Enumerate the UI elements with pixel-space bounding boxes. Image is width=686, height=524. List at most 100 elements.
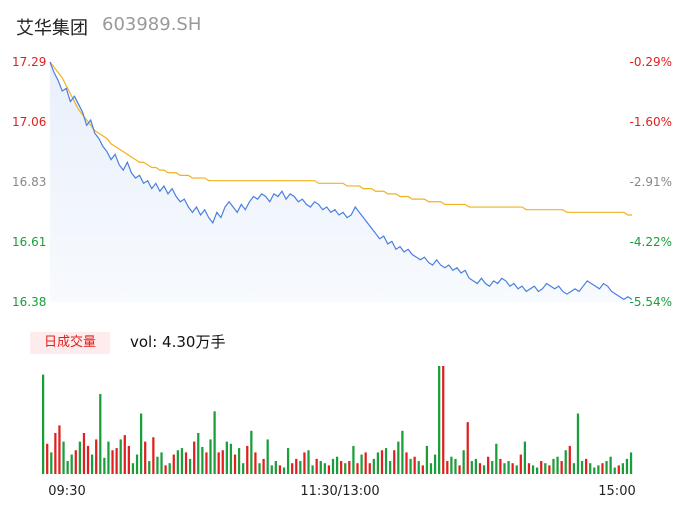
volume-bar: [405, 452, 408, 474]
volume-bar: [46, 443, 49, 474]
volume-bar: [82, 432, 86, 474]
volume-bar: [266, 439, 269, 474]
volume-bar: [205, 452, 208, 474]
volume-bar: [617, 465, 620, 474]
volume-bar: [78, 441, 81, 474]
y-tick-label-right: -5.54%: [630, 295, 672, 309]
volume-bar: [164, 465, 167, 474]
volume-bar: [560, 461, 563, 474]
volume-bar: [119, 439, 122, 474]
volume-bar: [176, 450, 179, 474]
volume-bar: [115, 448, 118, 474]
volume-bar: [544, 463, 547, 474]
volume-bar: [184, 452, 188, 474]
volume-bar: [384, 448, 388, 474]
volume-bar: [556, 456, 559, 474]
volume-bar: [327, 465, 331, 474]
volume-bar: [462, 450, 465, 474]
volume-bar: [482, 465, 486, 474]
volume-bar: [303, 452, 306, 474]
y-tick-label-left: 16.61: [12, 235, 46, 249]
volume-bar: [246, 445, 249, 474]
volume-bar: [601, 463, 604, 474]
volume-bar: [466, 422, 469, 474]
volume-bar: [376, 452, 380, 474]
volume-bar: [397, 441, 400, 474]
volume-bar: [144, 441, 147, 474]
volume-bar: [572, 463, 576, 474]
volume-bar: [585, 458, 588, 474]
y-tick-label-left: 17.06: [12, 115, 46, 129]
volume-bar: [454, 458, 457, 474]
volume-bar: [335, 456, 339, 474]
volume-bar: [503, 463, 506, 474]
volume-bar: [295, 458, 298, 474]
volume-bar: [401, 430, 404, 474]
volume-bar: [131, 463, 135, 474]
volume-bar: [536, 467, 539, 474]
y-tick-label-right: -1.60%: [630, 115, 672, 129]
volume-bar: [307, 450, 310, 474]
volume-bar: [225, 441, 228, 474]
volume-bar: [519, 454, 522, 474]
volume-bar: [213, 411, 216, 474]
volume-bar: [446, 461, 449, 474]
volume-bar: [242, 463, 245, 474]
volume-bar: [99, 394, 102, 474]
volume-bar: [209, 439, 212, 474]
volume-bar: [352, 445, 355, 474]
volume-bar: [478, 463, 482, 474]
volume-bar: [123, 435, 126, 474]
volume-bar: [291, 463, 294, 474]
volume-bar: [495, 443, 498, 474]
y-tick-label-right: -2.91%: [630, 175, 672, 189]
volume-bar: [250, 430, 253, 474]
y-tick-label-right: -0.29%: [630, 55, 672, 69]
volume-bar: [156, 456, 159, 474]
volume-bar: [450, 456, 453, 474]
volume-bar: [282, 467, 286, 474]
volume-bar: [409, 458, 412, 474]
volume-bar: [507, 461, 510, 474]
volume-bar: [393, 450, 396, 474]
volume-tag[interactable]: 日成交量: [30, 332, 110, 354]
volume-bar: [70, 454, 73, 474]
volume-bar: [201, 447, 204, 474]
volume-bar: [319, 461, 322, 474]
volume-bar: [540, 461, 543, 474]
volume-bar: [609, 456, 612, 474]
x-tick-label: 15:00: [598, 484, 635, 499]
volume-bar: [50, 452, 53, 474]
volume-bar: [270, 465, 273, 474]
volume-bar: [389, 461, 392, 474]
volume-bar: [515, 465, 518, 474]
volume-bar: [629, 452, 633, 474]
x-tick-label: 11:30/13:00: [300, 484, 379, 499]
volume-bar: [95, 439, 98, 474]
volume-bar: [188, 458, 192, 474]
volume-bar: [74, 450, 77, 474]
volume-bar: [568, 445, 571, 474]
volume-bar: [621, 463, 624, 474]
volume-bar: [613, 467, 616, 474]
y-tick-label-right: -4.22%: [630, 235, 672, 249]
volume-bar: [348, 461, 351, 474]
volume-bar: [413, 456, 416, 474]
volume-bar: [372, 458, 375, 474]
volume-bar: [66, 461, 69, 474]
price-area: [50, 62, 632, 302]
volume-bar: [233, 454, 237, 474]
volume-bar: [139, 413, 143, 474]
volume-bar: [152, 437, 155, 474]
volume-bar: [103, 457, 106, 474]
volume-bar: [364, 452, 367, 474]
volume-bar: [278, 465, 282, 474]
volume-bar: [197, 432, 200, 474]
volume-bar: [552, 458, 555, 474]
volume-bar: [368, 463, 371, 474]
volume-bar: [380, 450, 384, 474]
volume-bar: [605, 461, 608, 474]
volume-bar: [442, 366, 445, 474]
stock-code: 603989.SH: [102, 14, 202, 35]
